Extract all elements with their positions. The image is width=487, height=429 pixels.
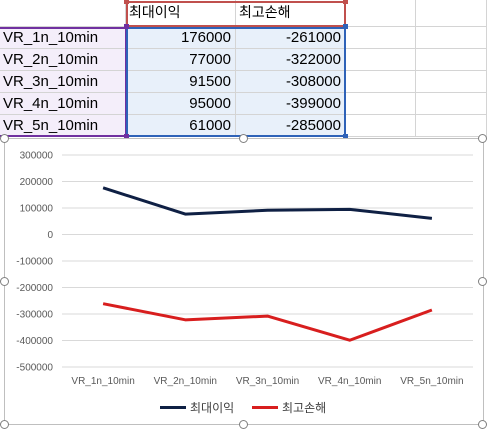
series-line-2: [102, 302, 433, 342]
chart-resize-handle[interactable]: [239, 420, 248, 429]
max-profit-cell[interactable]: 176000: [126, 27, 236, 49]
max-loss-cell[interactable]: -308000: [236, 71, 346, 93]
max-profit-cell[interactable]: 61000: [126, 115, 236, 137]
max-loss-cell[interactable]: -322000: [236, 49, 346, 71]
header-label: 최고손해: [239, 5, 291, 21]
max-profit-cell[interactable]: 91500: [126, 71, 236, 93]
y-tick-label: 0: [47, 230, 53, 241]
legend-swatch: [252, 406, 278, 409]
chart-resize-handle[interactable]: [0, 134, 9, 143]
row-name: VR_3n_10min: [3, 73, 99, 90]
cell-d1[interactable]: [346, 0, 416, 27]
line-chart[interactable]: 300000 200000 100000 0 -100000 -200000 -300000…: [4, 138, 484, 425]
empty-cell[interactable]: [416, 27, 487, 49]
x-tick-label: VR_1n_10min: [71, 376, 134, 387]
y-tick-label: 300000: [20, 151, 54, 162]
legend-item-max-profit[interactable]: 최대이익: [160, 399, 234, 416]
legend-swatch: [160, 406, 186, 409]
max-profit-value: 77000: [189, 51, 231, 68]
max-profit-cell[interactable]: 77000: [126, 49, 236, 71]
legend-label: 최대이익: [190, 401, 235, 415]
chart-resize-handle[interactable]: [478, 420, 487, 429]
x-tick-label: VR_5n_10min: [400, 376, 463, 387]
range-resize-handle[interactable]: [343, 24, 348, 29]
row-name: VR_4n_10min: [3, 95, 99, 112]
empty-cell[interactable]: [346, 93, 416, 115]
header-cell-max-profit[interactable]: 최대이익: [126, 0, 236, 27]
y-tick-label: -400000: [16, 336, 53, 347]
max-loss-value: -285000: [285, 117, 341, 134]
range-resize-handle[interactable]: [124, 24, 129, 29]
spreadsheet-grid: 최대이익 최고손해 VR_1n_10min 176000 -261000 VR_2n_…: [0, 0, 487, 140]
max-profit-value: 95000: [189, 95, 231, 112]
empty-cell[interactable]: [346, 27, 416, 49]
chart-plot: 300000 200000 100000 0 -100000 -200000 -300000…: [16, 151, 473, 387]
max-loss-value: -322000: [285, 51, 341, 68]
y-tick-label: -500000: [16, 363, 53, 374]
legend-label: 최고손해: [282, 401, 327, 415]
max-loss-value: -261000: [285, 29, 341, 46]
y-tick-label: 100000: [20, 204, 54, 215]
max-profit-cell[interactable]: 95000: [126, 93, 236, 115]
empty-cell[interactable]: [416, 71, 487, 93]
row-name-cell[interactable]: VR_4n_10min: [0, 93, 126, 115]
row-name-cell[interactable]: VR_5n_10min: [0, 115, 126, 137]
row-name: VR_5n_10min: [3, 117, 99, 134]
row-name: VR_1n_10min: [3, 29, 99, 46]
empty-cell[interactable]: [416, 93, 487, 115]
max-loss-value: -399000: [285, 95, 341, 112]
empty-cell[interactable]: [346, 49, 416, 71]
max-loss-cell[interactable]: -285000: [236, 115, 346, 137]
empty-cell[interactable]: [416, 49, 487, 71]
y-tick-label: -300000: [16, 310, 53, 321]
chart-legend[interactable]: 최대이익 최고손해: [160, 399, 360, 417]
chart-resize-handle[interactable]: [0, 277, 9, 286]
x-tick-label: VR_2n_10min: [154, 376, 217, 387]
row-name: VR_2n_10min: [3, 51, 99, 68]
y-tick-label: -100000: [16, 257, 53, 268]
max-loss-cell[interactable]: -399000: [236, 93, 346, 115]
range-resize-handle[interactable]: [124, 134, 129, 139]
max-profit-value: 176000: [180, 29, 231, 46]
chart-resize-handle[interactable]: [0, 420, 9, 429]
chart-resize-handle[interactable]: [239, 134, 248, 143]
empty-cell[interactable]: [346, 71, 416, 93]
y-tick-label: -200000: [16, 283, 53, 294]
series-line-1: [102, 186, 433, 220]
chart-resize-handle[interactable]: [478, 277, 487, 286]
cell-e1[interactable]: [416, 0, 487, 27]
header-cell-max-loss[interactable]: 최고손해: [236, 0, 346, 27]
range-resize-handle[interactable]: [343, 134, 348, 139]
empty-cell[interactable]: [416, 115, 487, 137]
row-name-cell[interactable]: VR_3n_10min: [0, 71, 126, 93]
range-resize-handle[interactable]: [124, 0, 129, 4]
max-loss-value: -308000: [285, 73, 341, 90]
legend-item-max-loss[interactable]: 최고손해: [252, 399, 326, 416]
max-loss-cell[interactable]: -261000: [236, 27, 346, 49]
x-tick-label: VR_3n_10min: [236, 376, 299, 387]
y-tick-label: 200000: [20, 177, 54, 188]
max-profit-value: 91500: [189, 73, 231, 90]
range-resize-handle[interactable]: [343, 0, 348, 4]
empty-cell[interactable]: [346, 115, 416, 137]
header-label: 최대이익: [129, 5, 181, 21]
cell-a1[interactable]: [0, 0, 126, 27]
row-name-cell[interactable]: VR_1n_10min: [0, 27, 126, 49]
chart-resize-handle[interactable]: [478, 134, 487, 143]
max-profit-value: 61000: [189, 117, 231, 134]
row-name-cell[interactable]: VR_2n_10min: [0, 49, 126, 71]
x-tick-label: VR_4n_10min: [318, 376, 381, 387]
